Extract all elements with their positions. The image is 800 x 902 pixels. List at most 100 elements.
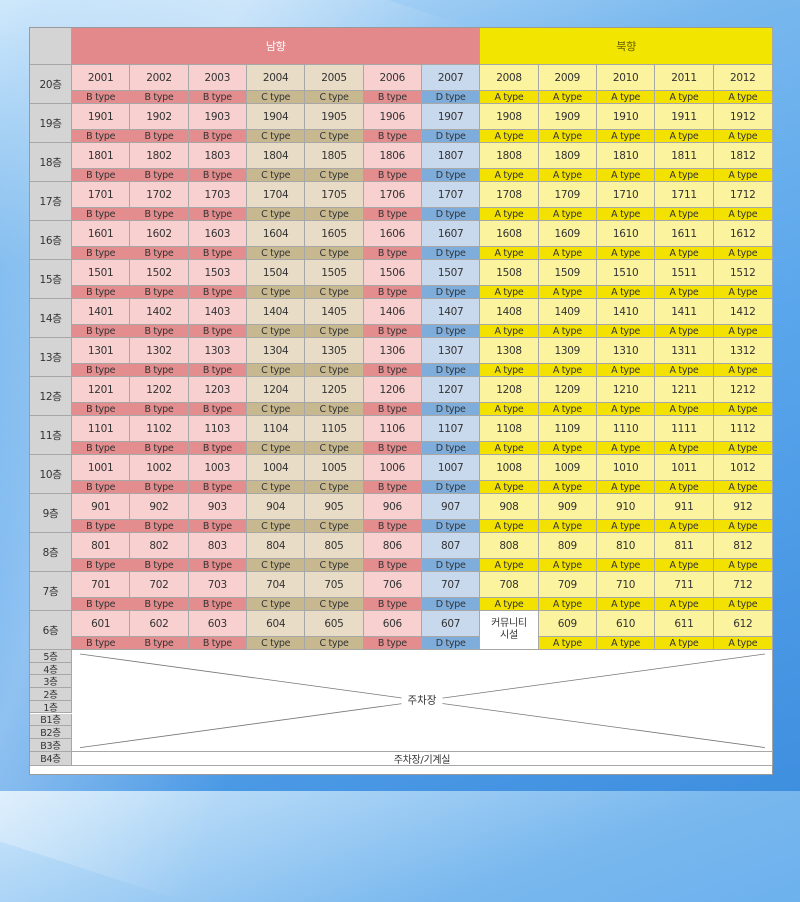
unit-type-badge: B type — [188, 169, 247, 182]
unit-type-badge: D type — [421, 286, 481, 299]
unit-number: 1303 — [188, 338, 247, 364]
unit-number: 1105 — [305, 416, 364, 442]
unit-type-badge: B type — [188, 364, 247, 377]
unit-number: 2011 — [655, 65, 714, 91]
unit-type-badge: A type — [596, 247, 656, 260]
unit-type-badge: C type — [305, 598, 364, 611]
unit-number: 1909 — [538, 104, 597, 130]
unit-type-badge: A type — [538, 598, 597, 611]
unit-type-badge: B type — [130, 637, 189, 650]
unit-type-badge: B type — [72, 91, 131, 104]
unit-type-badge: A type — [538, 169, 597, 182]
unit-number: 710 — [596, 572, 656, 598]
unit-number: 1402 — [130, 299, 189, 325]
unit-number: 906 — [363, 494, 422, 520]
floor-label: 13층 — [30, 338, 72, 377]
unit-number: 1701 — [72, 182, 131, 208]
parking-floor-label: 1층 — [30, 700, 72, 714]
unit-type-badge: B type — [188, 598, 247, 611]
unit-type-badge: C type — [246, 208, 306, 221]
unit-type-badge: A type — [480, 130, 539, 143]
unit-type-badge: A type — [480, 169, 539, 182]
unit-number: 1911 — [655, 104, 714, 130]
floor-label: 16층 — [30, 221, 72, 260]
unit-type-badge: B type — [72, 130, 131, 143]
unit-number: 1905 — [305, 104, 364, 130]
unit-type-badge: A type — [538, 403, 597, 416]
unit-type-badge: C type — [305, 91, 364, 104]
unit-type-badge: C type — [305, 208, 364, 221]
unit-number: 807 — [421, 533, 481, 559]
unit-type-badge: B type — [363, 208, 422, 221]
unit-type-badge: A type — [713, 247, 773, 260]
unit-type-badge: C type — [246, 481, 306, 494]
unit-number: 1306 — [363, 338, 422, 364]
community-facility: 커뮤니티 시설 — [480, 611, 539, 650]
unit-type-badge: A type — [713, 637, 773, 650]
unit-number: 1201 — [72, 377, 131, 403]
unit-number: 1604 — [246, 221, 306, 247]
unit-number: 1903 — [188, 104, 247, 130]
unit-number: 1205 — [305, 377, 364, 403]
unit-type-badge: A type — [538, 442, 597, 455]
unit-number: 1004 — [246, 455, 306, 481]
unit-number: 1510 — [596, 260, 656, 286]
unit-number: 2007 — [421, 65, 481, 91]
floor-label: 14층 — [30, 299, 72, 338]
unit-type-badge: C type — [246, 364, 306, 377]
unit-type-badge: B type — [72, 520, 131, 533]
unit-number: 1109 — [538, 416, 597, 442]
unit-type-badge: B type — [363, 130, 422, 143]
unit-type-badge: B type — [363, 637, 422, 650]
unit-type-badge: A type — [713, 325, 773, 338]
unit-number: 1606 — [363, 221, 422, 247]
unit-number: 1207 — [421, 377, 481, 403]
unit-number: 1608 — [480, 221, 539, 247]
unit-number: 1712 — [713, 182, 773, 208]
unit-type-badge: B type — [72, 208, 131, 221]
unit-number: 1202 — [130, 377, 189, 403]
header-corner — [30, 28, 72, 65]
unit-type-badge: C type — [246, 520, 306, 533]
unit-number: 903 — [188, 494, 247, 520]
parking-floor-label: 5층 — [30, 650, 72, 663]
floor-label: 8층 — [30, 533, 72, 572]
floor-label: 19층 — [30, 104, 72, 143]
unit-type-badge: A type — [596, 442, 656, 455]
unit-type-badge: A type — [538, 364, 597, 377]
unit-number: 1008 — [480, 455, 539, 481]
unit-number: 904 — [246, 494, 306, 520]
unit-type-badge: C type — [305, 247, 364, 260]
unit-number: 1803 — [188, 143, 247, 169]
unit-number: 811 — [655, 533, 714, 559]
unit-type-badge: B type — [130, 598, 189, 611]
unit-type-badge: C type — [246, 169, 306, 182]
unit-type-badge: A type — [655, 442, 714, 455]
unit-type-badge: B type — [188, 247, 247, 260]
unit-type-badge: B type — [363, 481, 422, 494]
unit-type-badge: B type — [130, 325, 189, 338]
unit-number: 1812 — [713, 143, 773, 169]
unit-type-badge: A type — [655, 559, 714, 572]
unit-number: 1808 — [480, 143, 539, 169]
unit-type-badge: A type — [480, 403, 539, 416]
unit-type-badge: A type — [713, 559, 773, 572]
unit-type-badge: B type — [188, 130, 247, 143]
unit-number: 1403 — [188, 299, 247, 325]
unit-type-badge: C type — [305, 325, 364, 338]
unit-number: 909 — [538, 494, 597, 520]
floor-label: 10층 — [30, 455, 72, 494]
unit-number: 711 — [655, 572, 714, 598]
unit-type-badge: B type — [72, 169, 131, 182]
unit-type-badge: D type — [421, 520, 481, 533]
unit-number: 707 — [421, 572, 481, 598]
unit-type-badge: A type — [655, 208, 714, 221]
unit-type-badge: C type — [246, 247, 306, 260]
unit-type-badge: C type — [246, 91, 306, 104]
unit-type-badge: A type — [655, 325, 714, 338]
unit-type-badge: D type — [421, 130, 481, 143]
unit-number: 604 — [246, 611, 306, 637]
unit-type-badge: A type — [713, 598, 773, 611]
unit-number: 1601 — [72, 221, 131, 247]
unit-number: 1702 — [130, 182, 189, 208]
